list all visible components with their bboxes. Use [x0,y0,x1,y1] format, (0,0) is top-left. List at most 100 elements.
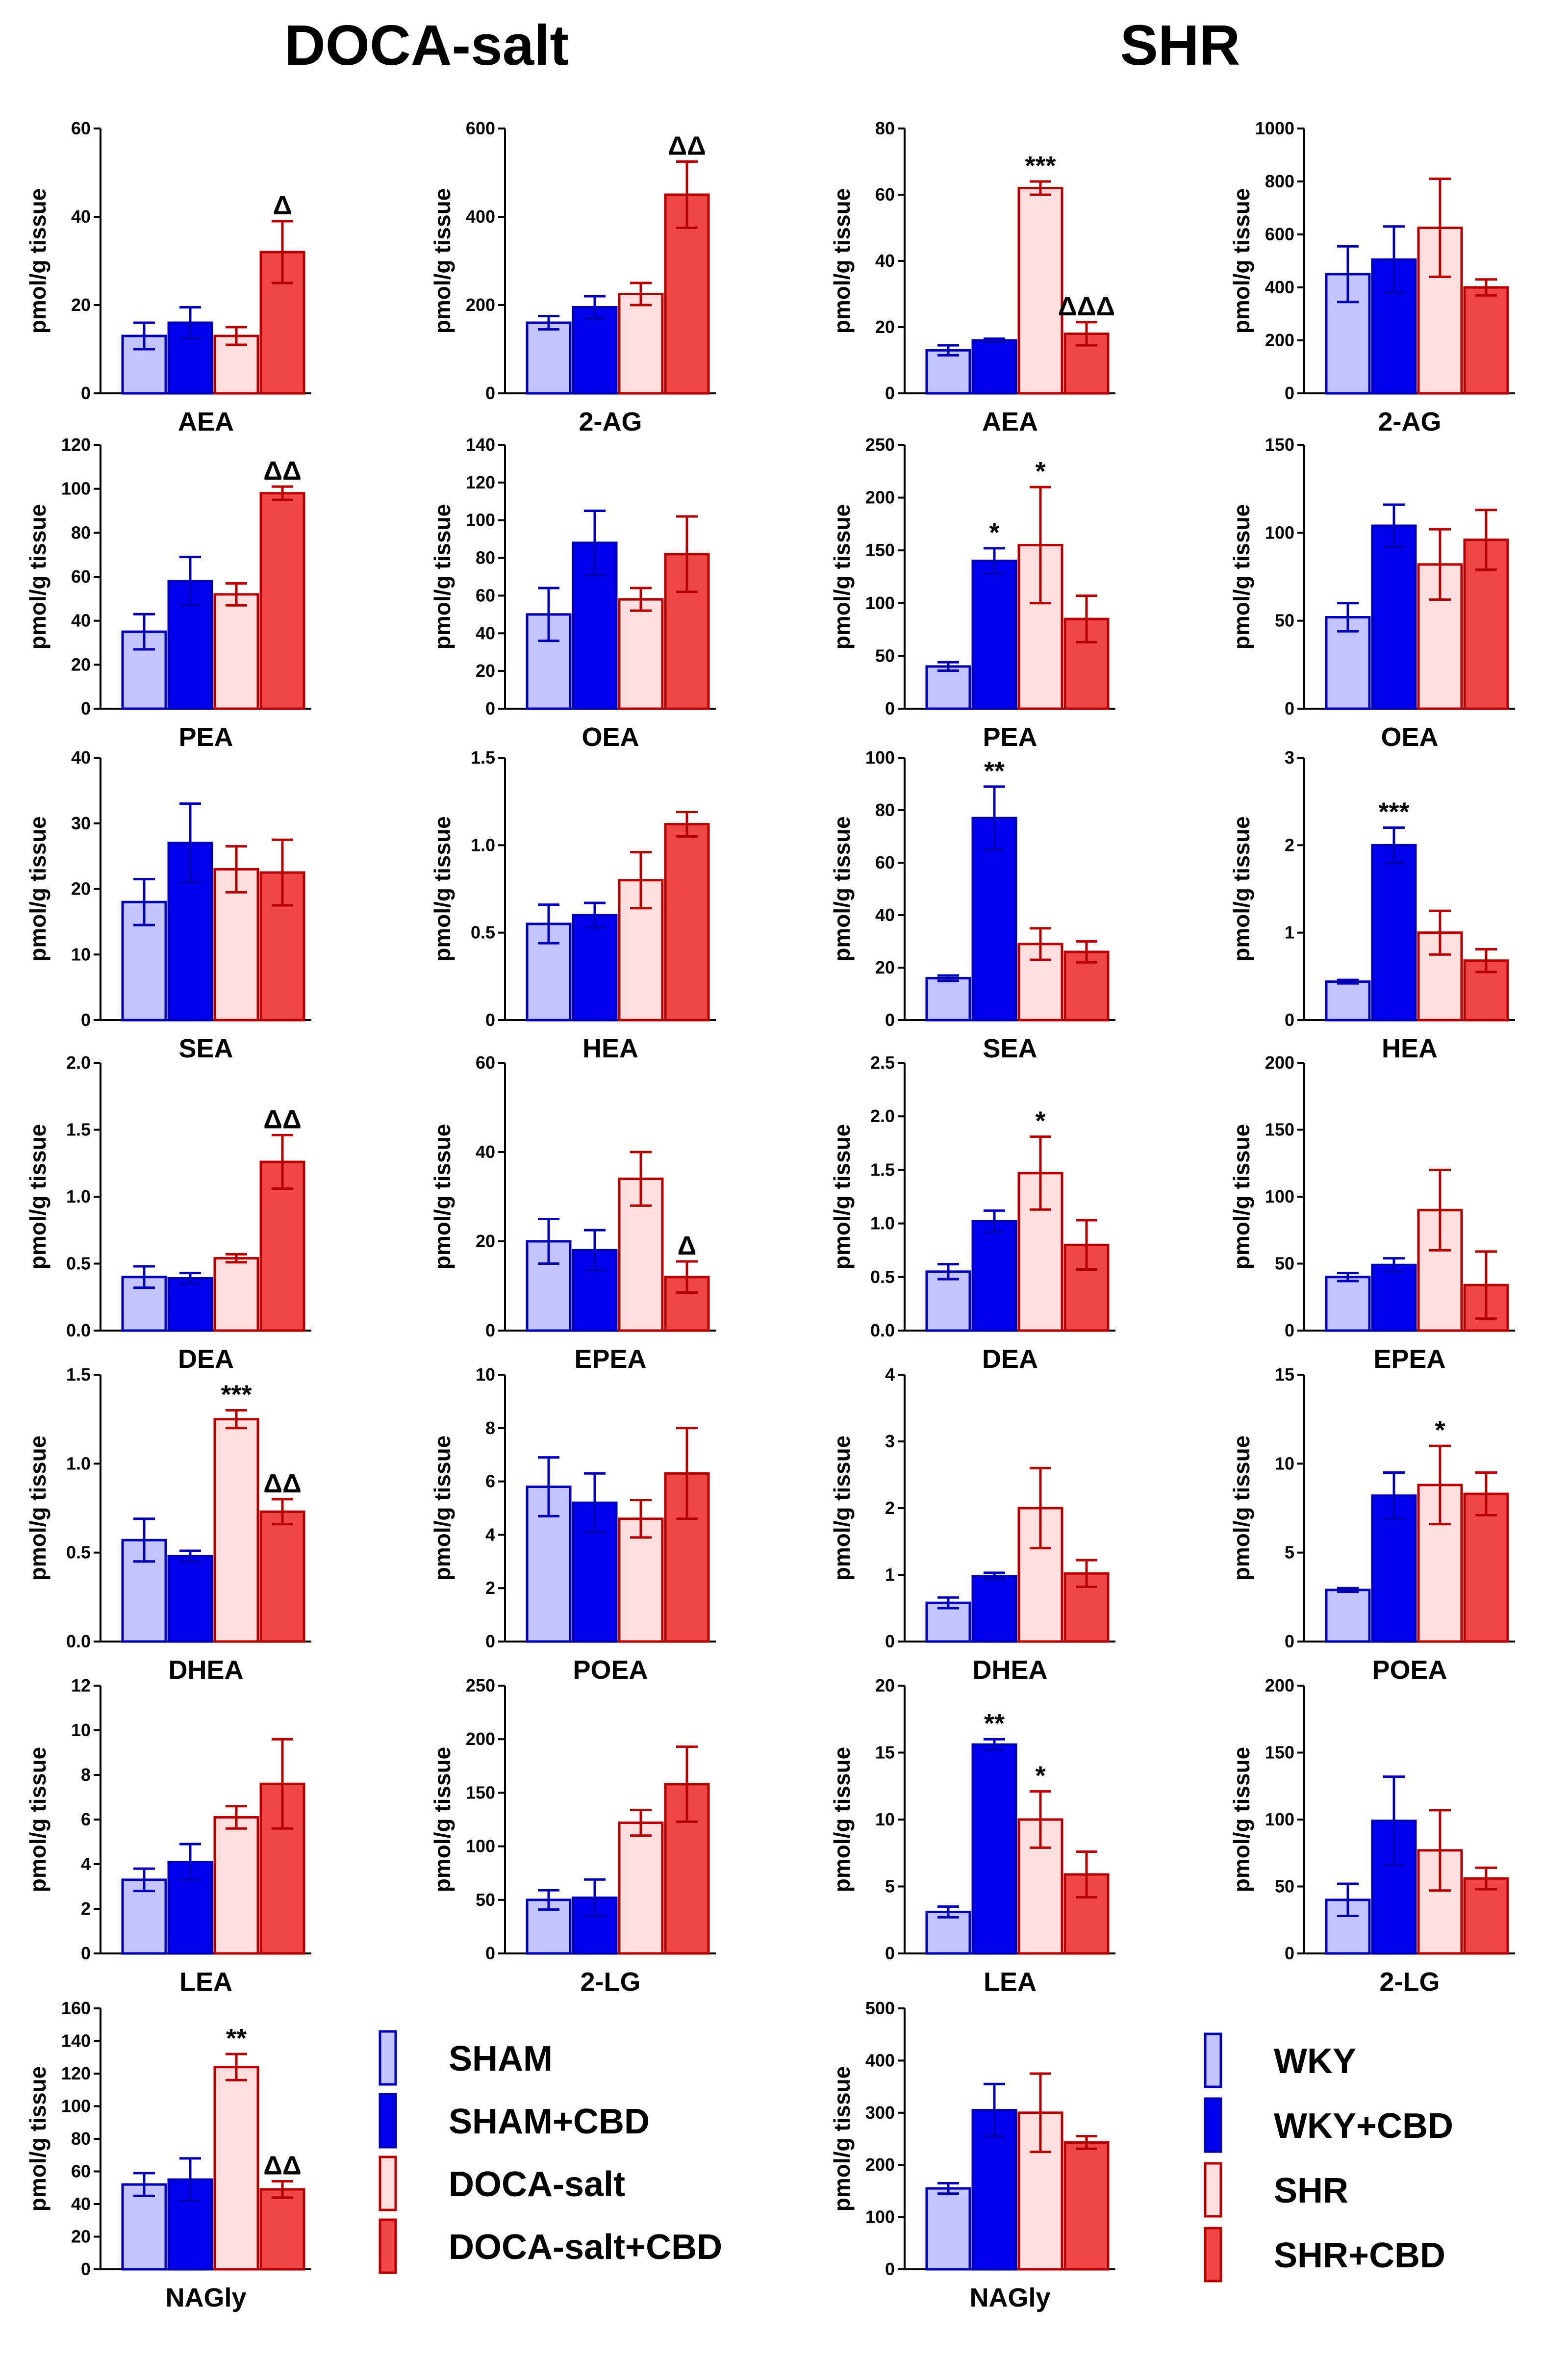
legend-swatch [1204,2227,1222,2283]
y-tick-label: 1.5 [66,1120,91,1140]
x-axis-label: LEA [984,1967,1037,1997]
error-bar-3 [1030,486,1051,605]
error-bar-4 [272,1738,293,1830]
significance-marker: ΔΔ [263,456,302,486]
y-tick-label: 60 [476,1052,495,1073]
legend-item-shr: SHR [1204,2162,1348,2218]
y-tick-label: 40 [71,2194,91,2214]
error-bar-4 [272,220,293,284]
error-bar-2 [1383,503,1405,548]
error-bar-4 [676,160,698,229]
y-tick-label: 8 [485,1418,495,1438]
error-bar-1 [937,1596,959,1610]
error-bar-3 [226,582,247,607]
error-bar-3 [1429,1809,1451,1892]
y-tick-label: 12 [71,1675,91,1695]
y-tick-label: 2 [885,1498,895,1518]
error-bar-3 [630,1151,652,1207]
y-axis-label: pmol/g tissue [430,1436,455,1581]
x-axis-label: 2-LG [1379,1967,1440,1997]
bar-4 [1463,1492,1509,1643]
legend-swatch [379,2093,397,2149]
bar-2 [971,339,1017,395]
y-tick-label: 3 [885,1431,895,1451]
significance-marker: *** [1025,151,1056,180]
error-bar-3 [630,1808,652,1837]
legend-swatch [379,2156,397,2211]
legend-swatch [1204,2097,1222,2153]
error-bar-3 [1429,528,1451,601]
bar-4 [259,492,305,710]
y-tick-label: 5 [1285,1542,1294,1563]
y-axis-label: pmol/g tissue [430,504,455,649]
chart-doca-salt-poea: pmol/g tissue 0 2 4 6 8 10 POEA [430,1364,716,1685]
error-bar-3 [1030,180,1051,196]
y-tick-label: 0 [485,1320,495,1340]
x-axis-label: PEA [983,722,1037,752]
y-tick-label: 0 [485,698,495,719]
y-tick-label: 6 [81,1809,91,1829]
y-tick-label: 0.0 [870,1320,895,1340]
legend-label: SHAM+CBD [449,2102,650,2141]
group-title-shr: SHR [1120,13,1240,77]
y-tick-label: 120 [61,435,91,455]
y-tick-label: 0.0 [66,1631,91,1651]
error-bar-3 [630,587,652,612]
significance-marker: ** [984,756,1005,786]
significance-marker: Δ [678,1231,697,1260]
error-bar-2 [984,785,1005,851]
error-bar-1 [133,2172,155,2197]
y-axis-label: pmol/g tissue [25,188,51,334]
y-axis-label: pmol/g tissue [1229,816,1254,961]
y-tick-label: 20 [875,957,895,977]
chart-doca-salt-epea: pmol/g tissue 0 20 40 60 Δ EPEA [430,1052,716,1374]
y-tick-label: 100 [865,2207,895,2227]
significance-marker: *** [221,1380,252,1410]
y-tick-label: 150 [1265,435,1294,455]
bar-2 [167,1277,213,1332]
chart-shr-poea: pmol/g tissue 0 5 10 15 * POEA [1229,1364,1515,1685]
y-tick-label: 1.5 [66,1364,91,1385]
error-bar-1 [937,344,959,357]
y-tick-label: 3 [1285,747,1294,768]
error-bar-2 [584,1472,606,1534]
y-tick-label: 10 [476,1364,495,1385]
y-tick-label: 0 [485,1631,495,1651]
y-tick-label: 200 [1265,1675,1294,1695]
bar-3 [213,2066,259,2271]
y-axis-label: pmol/g tissue [1229,1124,1254,1269]
y-tick-label: 140 [466,435,495,455]
y-tick-label: 120 [466,472,495,492]
error-bar-2 [179,1843,201,1881]
x-axis-label: EPEA [574,1344,646,1374]
y-tick-label: 60 [71,566,91,587]
error-bar-2 [584,295,606,320]
bar-1 [1325,1276,1371,1332]
legend-label: DOCA-salt [449,2165,625,2204]
x-axis-label: 2-AG [1378,407,1441,436]
bar-3 [618,1822,664,1955]
y-tick-label: 100 [466,1836,495,1856]
y-tick-label: 600 [1265,224,1294,244]
y-axis-label: pmol/g tissue [829,188,855,334]
error-bar-2 [984,1738,1005,1751]
bar-1 [925,976,971,1022]
legend-item-sham: SHAM [379,2030,553,2086]
y-tick-label: 1.0 [870,1213,895,1233]
bar-1 [925,665,971,710]
x-axis-label: AEA [178,407,234,436]
y-tick-label: 140 [61,2031,91,2051]
bar-2 [1371,844,1417,1022]
y-tick-label: 50 [1275,611,1294,631]
error-bar-3 [226,1253,247,1264]
y-tick-label: 60 [71,118,91,138]
bar-2 [971,560,1017,710]
y-tick-label: 20 [71,295,91,315]
chart-shr-epea: pmol/g tissue 0 50 100 150 200 EPEA [1229,1052,1515,1374]
bar-2 [971,1743,1017,1955]
bar-4 [259,1510,305,1643]
y-axis-label: pmol/g tissue [25,816,51,961]
y-tick-label: 0 [885,1943,895,1963]
bar-3 [1017,187,1063,395]
error-bar-4 [272,485,293,501]
